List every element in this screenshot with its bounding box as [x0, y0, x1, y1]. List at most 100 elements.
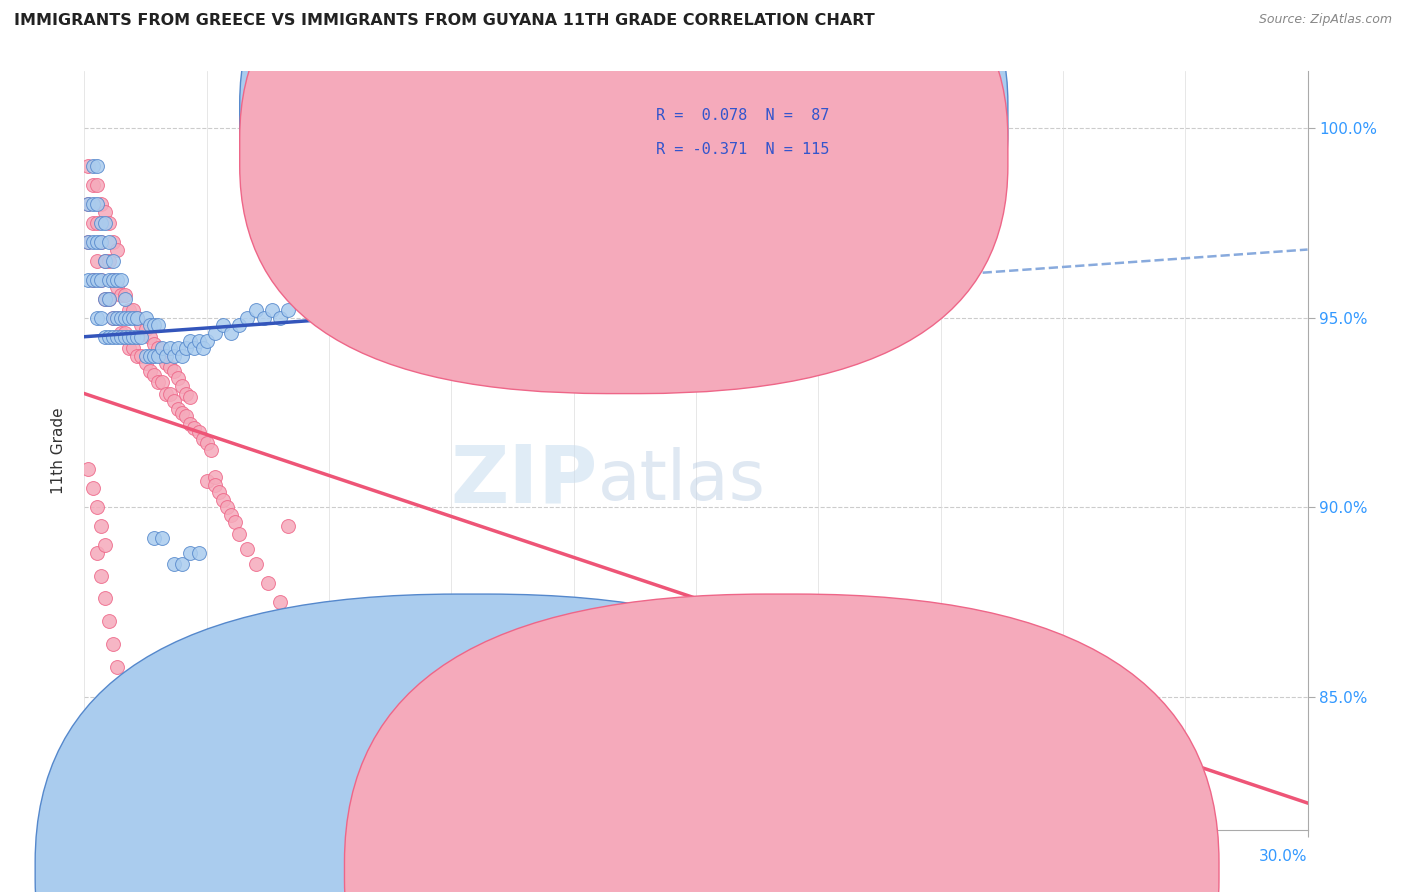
Point	[77, 462, 100, 476]
Point	[110, 682, 132, 697]
Point	[138, 329, 160, 343]
Point	[82, 216, 104, 230]
Point	[172, 379, 194, 393]
Point	[93, 204, 115, 219]
Point	[135, 349, 157, 363]
Point	[127, 349, 149, 363]
Point	[191, 432, 214, 446]
Point	[380, 671, 402, 685]
Point	[212, 318, 235, 333]
Point	[179, 417, 201, 431]
Point	[183, 341, 205, 355]
Point	[187, 546, 209, 560]
Point	[97, 273, 120, 287]
Point	[118, 341, 141, 355]
Point	[82, 159, 104, 173]
Point	[187, 425, 209, 439]
Point	[127, 758, 149, 772]
Point	[359, 690, 381, 704]
Point	[127, 329, 149, 343]
Point	[105, 310, 128, 325]
Point	[90, 235, 112, 249]
Point	[167, 871, 190, 886]
Point	[187, 334, 209, 348]
Point	[90, 310, 112, 325]
Point	[163, 349, 186, 363]
Point	[204, 470, 226, 484]
Point	[118, 303, 141, 318]
Point	[105, 280, 128, 294]
Point	[269, 595, 291, 609]
Point	[122, 329, 145, 343]
Point	[236, 310, 259, 325]
Text: atlas: atlas	[598, 447, 766, 515]
Point	[179, 546, 201, 560]
Point	[163, 557, 186, 571]
Point	[318, 273, 340, 287]
Point	[367, 682, 389, 697]
Point	[110, 326, 132, 340]
Point	[86, 500, 108, 515]
Point	[93, 292, 115, 306]
Point	[142, 368, 165, 382]
Point	[90, 568, 112, 582]
Point	[90, 273, 112, 287]
Point	[82, 197, 104, 211]
Point	[97, 329, 120, 343]
Point	[110, 310, 132, 325]
Point	[114, 292, 136, 306]
Point	[260, 303, 283, 318]
Point	[150, 341, 173, 355]
Text: R =  0.078  N =  87: R = 0.078 N = 87	[655, 108, 830, 123]
Point	[146, 349, 169, 363]
Point	[159, 856, 181, 871]
Text: Immigrants from Guyana: Immigrants from Guyana	[804, 863, 979, 878]
Point	[77, 159, 100, 173]
Point	[150, 375, 173, 389]
Point	[90, 273, 112, 287]
Point	[97, 216, 120, 230]
Point	[86, 197, 108, 211]
Point	[245, 557, 267, 571]
Point	[122, 310, 145, 325]
Point	[150, 838, 173, 852]
Point	[86, 216, 108, 230]
Point	[172, 349, 194, 363]
Point	[77, 197, 100, 211]
Point	[114, 329, 136, 343]
Point	[146, 318, 169, 333]
Point	[142, 337, 165, 351]
Point	[77, 235, 100, 249]
Point	[135, 322, 157, 336]
Point	[105, 273, 128, 287]
Point	[725, 682, 748, 697]
Point	[135, 789, 157, 803]
Point	[97, 253, 120, 268]
Point	[127, 310, 149, 325]
Point	[86, 253, 108, 268]
Point	[77, 273, 100, 287]
Text: Immigrants from Greece: Immigrants from Greece	[495, 863, 665, 878]
Point	[219, 326, 242, 340]
Point	[200, 443, 222, 458]
Point	[174, 887, 197, 892]
Point	[82, 481, 104, 495]
Point	[224, 516, 246, 530]
Text: IMMIGRANTS FROM GREECE VS IMMIGRANTS FROM GUYANA 11TH GRADE CORRELATION CHART: IMMIGRANTS FROM GREECE VS IMMIGRANTS FRO…	[14, 13, 875, 29]
Point	[105, 243, 128, 257]
Point	[110, 273, 132, 287]
Point	[127, 728, 149, 742]
Point	[146, 826, 169, 840]
FancyBboxPatch shape	[586, 87, 868, 181]
Point	[101, 310, 124, 325]
Point	[105, 310, 128, 325]
Point	[167, 371, 190, 385]
Point	[522, 690, 544, 704]
Point	[97, 292, 120, 306]
Point	[122, 341, 145, 355]
Point	[86, 546, 108, 560]
Point	[127, 310, 149, 325]
Point	[217, 500, 239, 515]
Point	[212, 492, 235, 507]
Point	[179, 390, 201, 404]
